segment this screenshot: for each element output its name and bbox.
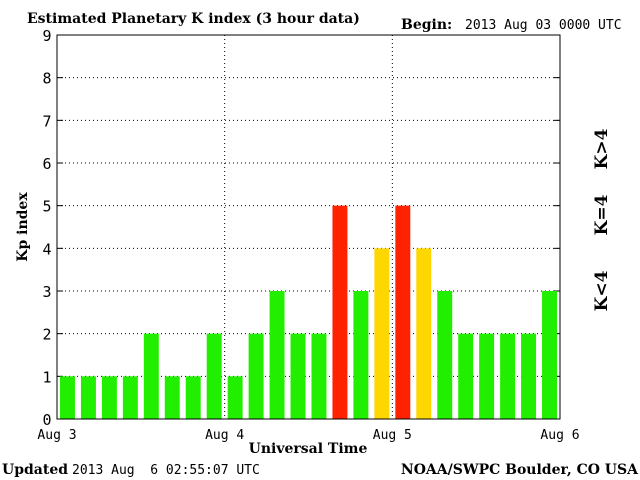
kp-bar <box>353 291 369 419</box>
kp-bar <box>80 376 96 419</box>
y-tick-label: 2 <box>42 326 51 344</box>
kp-bar <box>416 248 432 419</box>
y-tick-label: 8 <box>42 70 51 88</box>
x-tick-label: Aug 6 <box>540 428 579 443</box>
kp-bar <box>395 205 411 419</box>
x-tick-label: Aug 5 <box>373 428 412 443</box>
legend-low: K<4 <box>592 270 612 311</box>
kp-bar <box>122 376 138 419</box>
plot-area: 0 1 2 3 4 5 6 7 8 9 Aug 3 Aug 4 Aug 5 Aug 6 <box>37 27 579 443</box>
kp-bar <box>185 376 201 419</box>
kp-bar <box>332 205 348 419</box>
legend-high: K>4 <box>592 128 612 169</box>
updated-label: Updated <box>2 462 68 478</box>
x-tick-label: Aug 3 <box>37 428 76 443</box>
kp-bar <box>479 333 495 419</box>
x-axis-label: Universal Time <box>249 441 368 457</box>
kp-bar <box>290 333 306 419</box>
y-tick-label: 7 <box>42 112 51 130</box>
y-tick-label: 5 <box>42 198 51 216</box>
kp-bar <box>311 333 327 419</box>
kp-bar <box>269 291 285 419</box>
kp-bar <box>542 291 557 419</box>
kp-bar <box>164 376 180 419</box>
y-tick-label: 9 <box>42 27 51 45</box>
kp-bar <box>60 376 75 419</box>
y-axis-label: Kp index <box>15 192 31 262</box>
kp-bar <box>521 333 537 419</box>
legend-equal: K=4 <box>592 194 612 235</box>
kp-bar <box>458 333 474 419</box>
y-tick-label: 3 <box>42 283 51 301</box>
y-tick-label: 1 <box>42 368 51 386</box>
kp-bar <box>248 333 264 419</box>
begin-value: 2013 Aug 03 0000 UTC <box>465 18 622 33</box>
kp-bar <box>437 291 453 419</box>
plot-frame <box>56 34 561 420</box>
kp-bar <box>227 376 243 419</box>
kp-bar <box>500 333 516 419</box>
y-tick-label: 4 <box>42 240 51 258</box>
kp-bar <box>374 248 390 419</box>
y-tick-label: 6 <box>42 155 51 173</box>
kp-bar <box>206 333 222 419</box>
updated-value: 2013 Aug 6 02:55:07 UTC <box>72 463 260 478</box>
source-credit: NOAA/SWPC Boulder, CO USA <box>401 462 639 478</box>
y-tick-label: 0 <box>42 411 51 429</box>
kp-bar <box>143 333 159 419</box>
x-tick-label: Aug 4 <box>205 428 244 443</box>
kp-bar <box>101 376 117 419</box>
chart-title: Estimated Planetary K index (3 hour data… <box>27 11 360 27</box>
begin-label: Begin: <box>401 17 452 33</box>
